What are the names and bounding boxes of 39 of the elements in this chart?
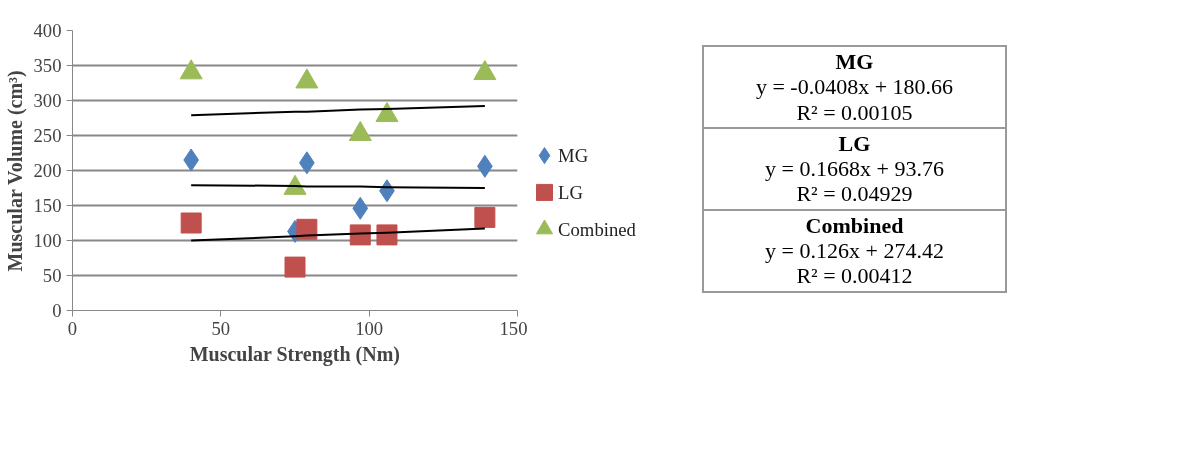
x-tick-label: 50 (211, 317, 231, 339)
y-tick-label: 400 (33, 20, 62, 41)
point (295, 68, 319, 89)
x-tick-label: 0 (67, 317, 78, 339)
point (180, 212, 202, 234)
y-tick-label: 300 (33, 90, 62, 111)
point (352, 196, 369, 220)
y-axis-title: Muscular Volume (cm³) (3, 70, 27, 272)
point (473, 60, 497, 81)
text: MG (834, 49, 875, 75)
point (179, 59, 203, 80)
y-tick-label: 200 (33, 160, 62, 181)
text: LG (837, 130, 872, 157)
y-tick-label: 100 (33, 230, 62, 251)
legend-label: MG (558, 145, 589, 167)
text: R² = 0.00412 (795, 263, 914, 289)
text: y = 0.1668x + 93.76 (764, 156, 945, 182)
point (376, 224, 398, 246)
text: R² = 0.04929 (795, 181, 914, 207)
text: R² = 0.00105 (795, 99, 914, 125)
text: Combined (804, 212, 905, 239)
point (349, 224, 371, 246)
point (284, 256, 306, 278)
x-tick-label: 100 (355, 317, 384, 339)
legend-label: LG (558, 181, 583, 203)
y-tick-label: 0 (52, 300, 62, 321)
y-tick-label: 350 (33, 55, 62, 76)
point (474, 206, 496, 228)
point (375, 102, 399, 123)
text: y = 0.126x + 274.42 (764, 238, 945, 264)
point (348, 120, 372, 141)
x-axis-title: Muscular Strength (Nm) (189, 342, 401, 366)
y-tick-label: 50 (42, 265, 62, 286)
y-tick-label: 150 (33, 195, 62, 216)
x-tick-label: 150 (499, 317, 528, 339)
y-tick-label: 250 (33, 125, 62, 146)
legend-label: Combined (558, 218, 637, 240)
point (296, 218, 318, 240)
text: y = -0.0408x + 180.66 (754, 74, 955, 100)
